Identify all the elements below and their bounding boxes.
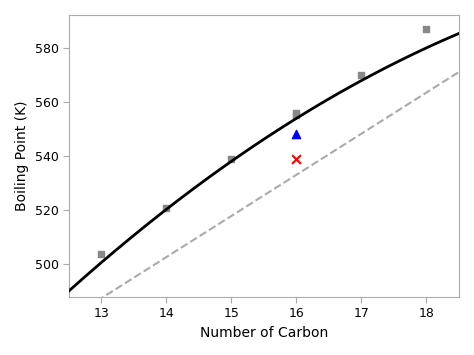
Point [423,26,430,31]
Point [228,156,235,162]
Point [293,110,301,115]
Point [98,251,105,256]
Point [293,131,301,137]
Point [293,113,301,118]
X-axis label: Number of Carbon: Number of Carbon [200,326,328,340]
Point [358,72,365,77]
Point [293,156,301,162]
Y-axis label: Boiling Point (K): Boiling Point (K) [15,101,29,211]
Point [163,205,170,211]
